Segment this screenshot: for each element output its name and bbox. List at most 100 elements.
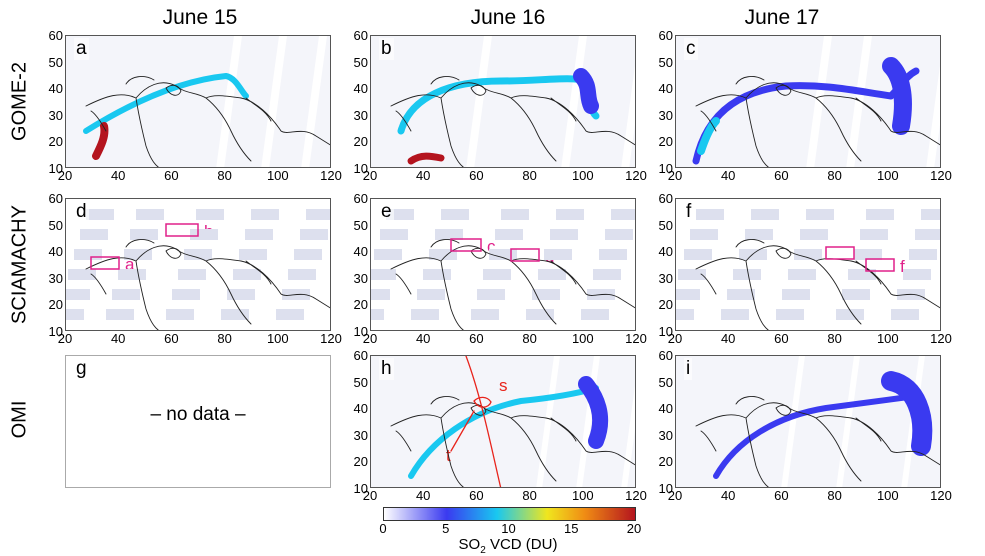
y-tick-label: 40 <box>353 81 368 97</box>
x-tick-label: 80 <box>522 168 537 183</box>
x-tick-label: 100 <box>571 331 594 346</box>
colorbar-title: SO2 VCD (DU) <box>458 536 558 556</box>
coastline <box>85 76 330 167</box>
marker-s: s <box>499 376 508 395</box>
sciamachy-box-c <box>450 238 482 252</box>
coastline <box>390 239 635 330</box>
x-tick-label: 60 <box>469 168 484 183</box>
panel-i: i <box>675 355 941 488</box>
x-tick-label: 40 <box>415 488 431 503</box>
coastline <box>395 84 487 132</box>
y-tick-label: 50 <box>658 54 673 70</box>
y-tick-label: 10 <box>353 161 368 176</box>
y-tick-label: 60 <box>658 191 673 206</box>
map-f <box>676 209 940 330</box>
sciamachy-box-b <box>165 223 199 237</box>
column-title-june16: June 16 <box>470 6 546 29</box>
x-tick-label: 120 <box>625 488 647 503</box>
coastline <box>395 404 487 452</box>
y-tick-label: 60 <box>48 191 63 206</box>
x-tick-label: 120 <box>625 331 647 346</box>
coastline <box>85 239 330 330</box>
x-tick-label: 20 <box>362 168 378 183</box>
y-tick-label: 40 <box>48 81 63 97</box>
x-tick-label: 20 <box>57 168 73 183</box>
x-tick-label: 20 <box>667 331 683 346</box>
y-tick-label: 30 <box>658 270 673 286</box>
y-tick-label: 40 <box>353 244 368 260</box>
panel-letter-b: b <box>379 38 394 60</box>
map-c <box>692 36 940 167</box>
x-tick-label: 80 <box>217 331 232 346</box>
x-tick-label: 80 <box>827 331 842 346</box>
orbit-track <box>465 356 502 487</box>
x-tick-label: 60 <box>774 331 789 346</box>
x-tick-label: 100 <box>571 168 594 183</box>
y-tick-label: 50 <box>353 217 368 233</box>
y-tick-label: 60 <box>353 28 368 43</box>
panel-f: eff <box>675 198 941 331</box>
y-tick-label: 30 <box>658 107 673 123</box>
x-tick-label: 60 <box>164 168 179 183</box>
x-tick-label: 20 <box>362 331 378 346</box>
panel-a: a <box>65 35 331 168</box>
sciamachy-box-a <box>90 256 120 270</box>
coastline <box>90 84 182 132</box>
map-h <box>390 356 635 487</box>
colorbar <box>383 507 636 521</box>
y-tick-label: 40 <box>658 244 673 260</box>
x-tick-label: 20 <box>667 168 683 183</box>
x-tick-label: 100 <box>571 488 594 503</box>
x-tick-label: 40 <box>110 168 126 183</box>
x-tick-label: 20 <box>362 488 378 503</box>
x-tick-label: 120 <box>930 488 952 503</box>
x-tick-label: 80 <box>217 168 232 183</box>
x-tick-label: 80 <box>522 488 537 503</box>
x-tick-label: 20 <box>667 488 683 503</box>
y-tick-label: 20 <box>48 134 63 150</box>
panel-letter-h: h <box>379 358 394 380</box>
x-tick-label: 60 <box>164 331 179 346</box>
y-tick-label: 50 <box>353 374 368 390</box>
sciamachy-box-label: c <box>487 237 496 256</box>
so2-plume <box>83 73 249 134</box>
panel-letter-f: f <box>684 201 694 223</box>
x-tick-label: 40 <box>415 331 431 346</box>
y-tick-label: 10 <box>353 324 368 339</box>
y-tick-label: 20 <box>353 134 368 150</box>
x-tick-label: 40 <box>720 168 736 183</box>
panel-e: cde <box>370 198 636 331</box>
so2-plume <box>573 68 599 114</box>
colorbar-tick-label: 5 <box>442 521 450 536</box>
y-tick-label: 40 <box>658 401 673 417</box>
x-tick-label: 120 <box>625 168 647 183</box>
coastline <box>390 396 635 487</box>
panel-letter-d: d <box>74 201 89 223</box>
marker-s-outline <box>473 396 492 408</box>
y-tick-label: 20 <box>48 297 63 313</box>
y-tick-label: 40 <box>48 244 63 260</box>
panel-letter-i: i <box>684 358 693 380</box>
y-tick-label: 30 <box>48 107 63 123</box>
so2-plume <box>408 385 599 479</box>
x-tick-label: 60 <box>469 488 484 503</box>
y-tick-label: 50 <box>48 217 63 233</box>
coastline <box>90 247 182 295</box>
y-tick-label: 60 <box>353 348 368 363</box>
y-tick-label: 30 <box>658 427 673 443</box>
map-a <box>83 36 330 167</box>
y-tick-label: 50 <box>658 217 673 233</box>
panel-b: b <box>370 35 636 168</box>
panel-letter-e: e <box>379 201 394 223</box>
panel-letter-g: g <box>74 358 89 380</box>
map-d <box>66 209 330 330</box>
y-tick-label: 20 <box>658 454 673 470</box>
colorbar-tick-label: 20 <box>626 521 642 536</box>
arrow-t <box>450 410 475 452</box>
y-tick-label: 40 <box>353 401 368 417</box>
so2-plume <box>578 376 609 449</box>
x-tick-label: 120 <box>930 331 952 346</box>
y-tick-label: 20 <box>353 454 368 470</box>
x-tick-label: 100 <box>876 331 899 346</box>
colorbar-tick-label: 10 <box>501 521 516 536</box>
